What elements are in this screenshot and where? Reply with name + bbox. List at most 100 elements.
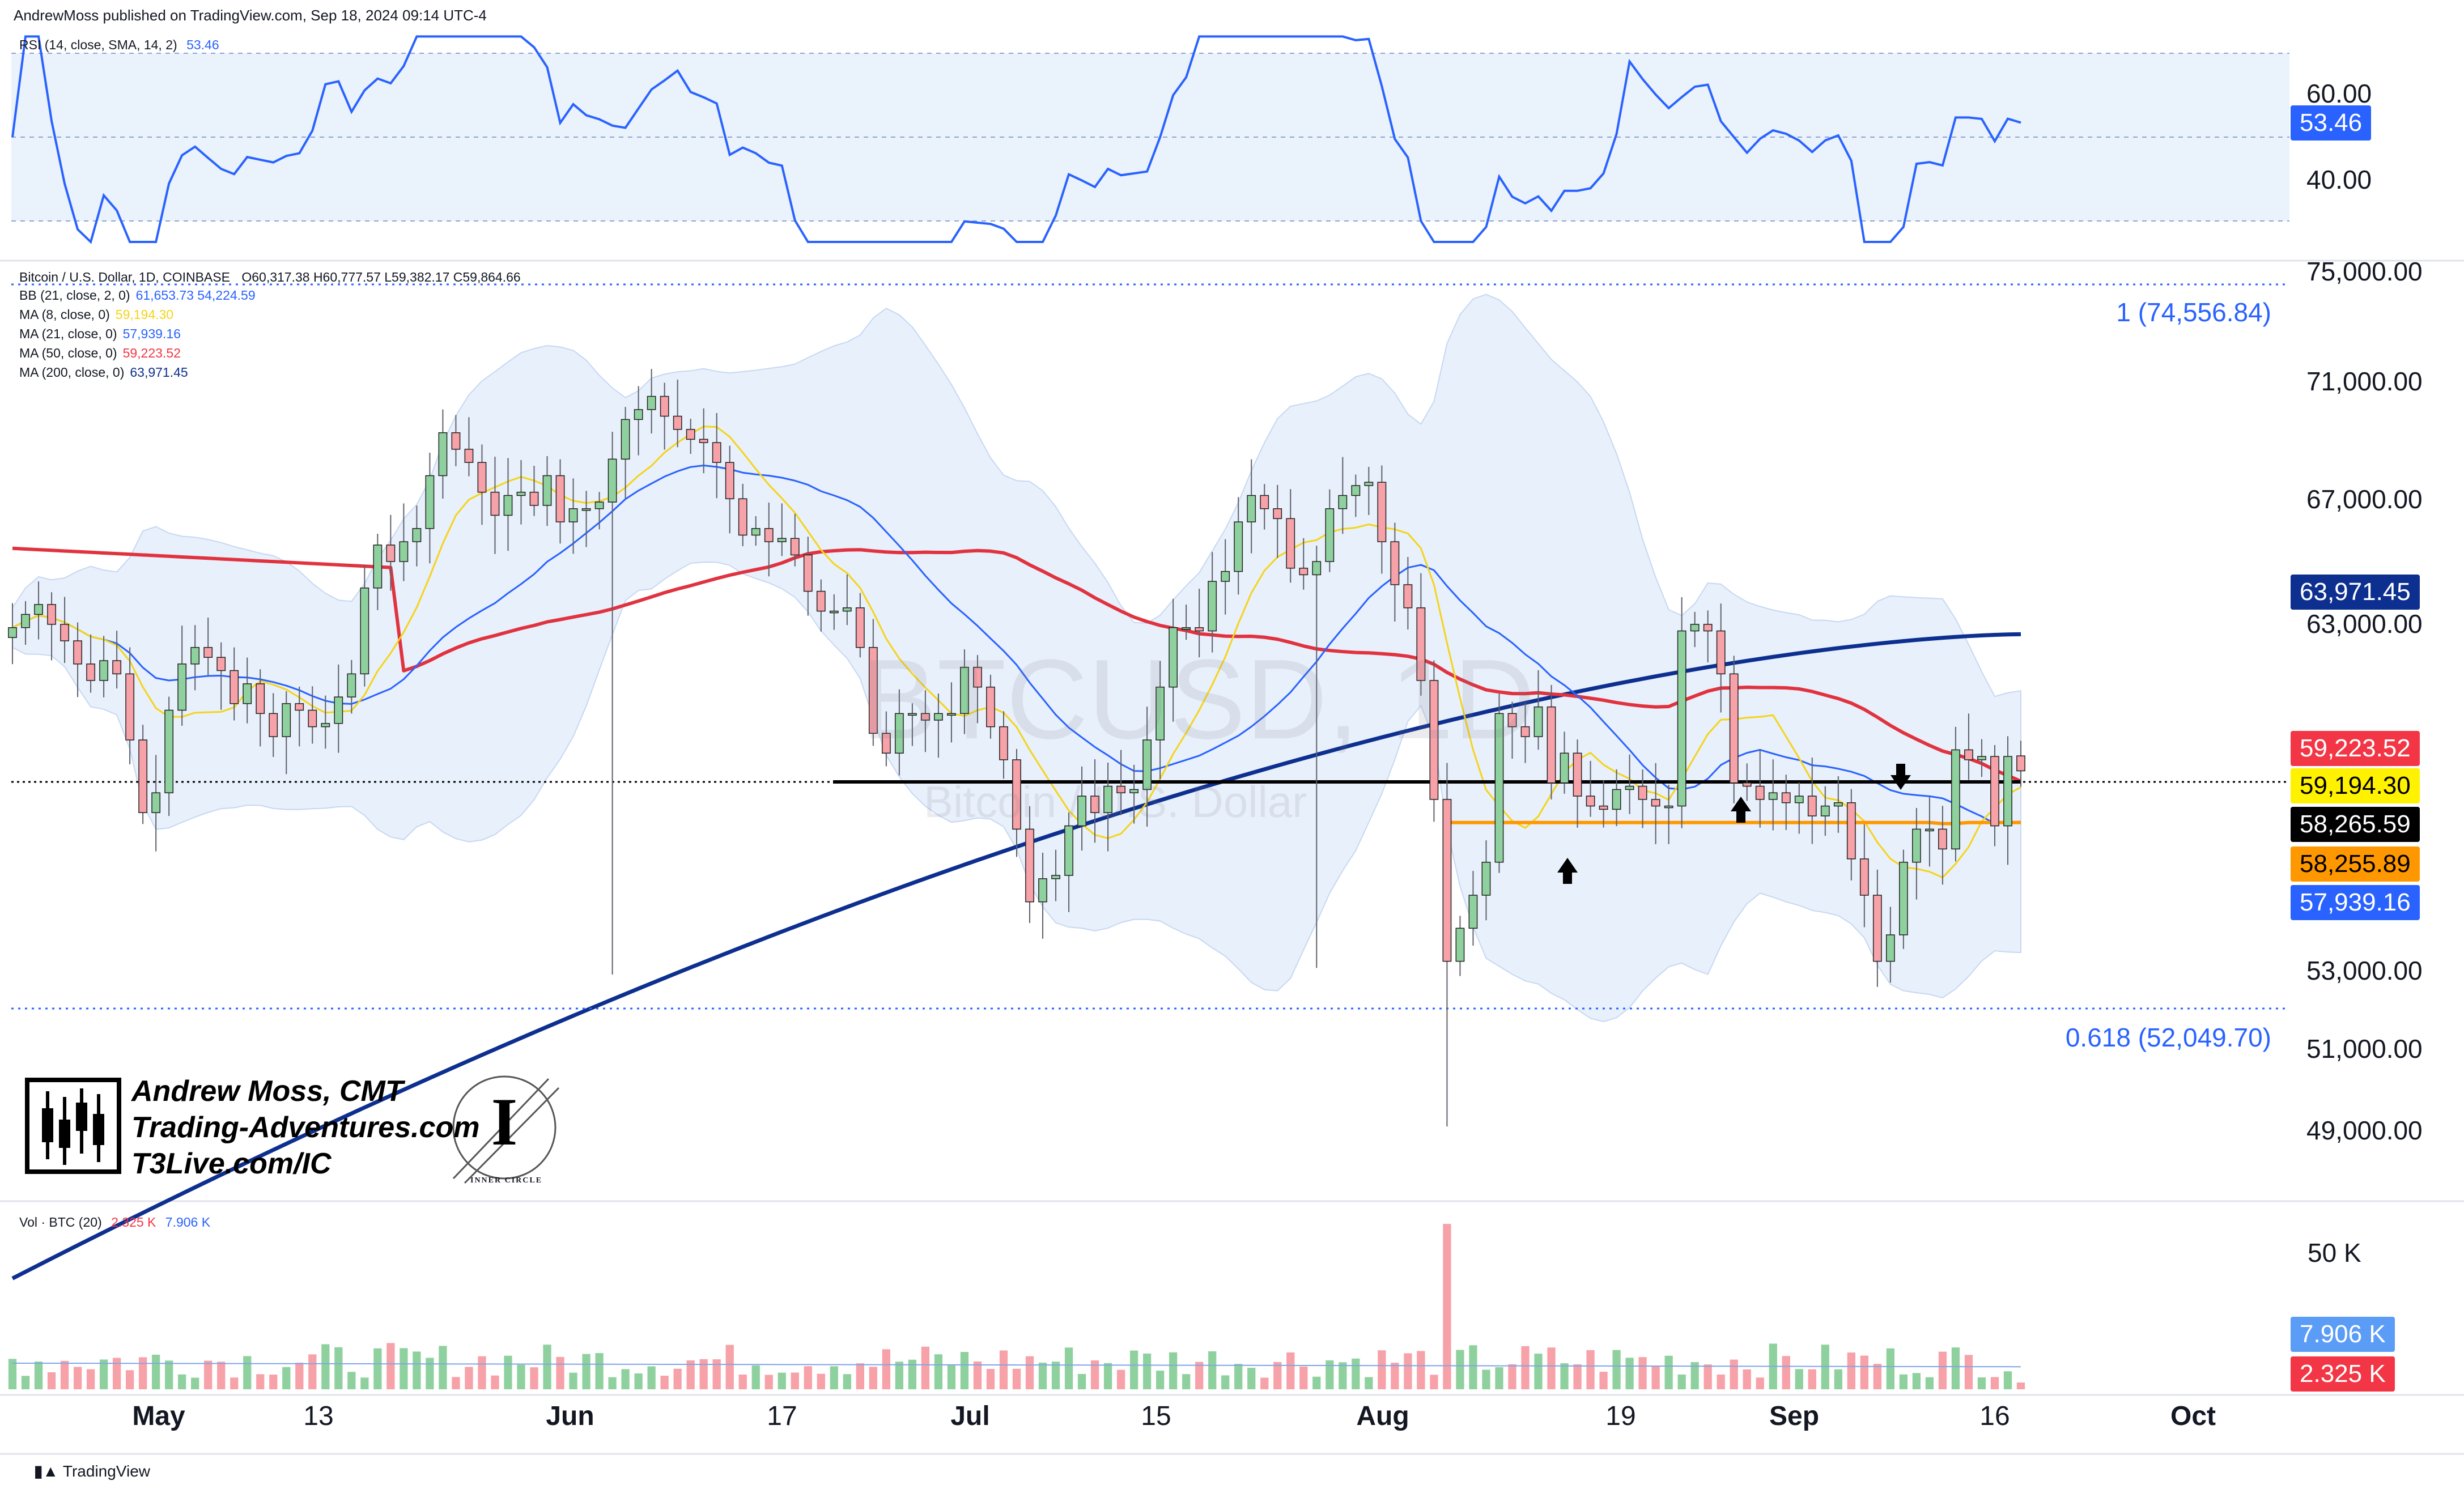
- candle: [1794, 782, 1804, 834]
- candle-body: [2003, 756, 2012, 827]
- candle: [1390, 522, 1400, 622]
- candle: [125, 647, 135, 765]
- volume-bar: [1690, 1362, 1699, 1389]
- candle: [660, 382, 669, 450]
- candle-body: [1260, 495, 1269, 509]
- candle-body: [921, 713, 930, 721]
- candle-body: [1286, 518, 1295, 569]
- tradingview-brand: TradingView: [62, 1462, 150, 1480]
- volume-legend-blue: 7.906 K: [165, 1215, 211, 1230]
- candle-body: [164, 709, 174, 794]
- volume-bar: [2016, 1382, 2025, 1389]
- candle: [203, 617, 213, 676]
- rsi-legend-label: RSI (14, close, SMA, 14, 2): [19, 37, 177, 52]
- volume-bar: [1795, 1369, 1803, 1389]
- price-axis-label: 75,000.00: [2306, 257, 2423, 286]
- candle: [568, 478, 578, 554]
- indicator-legend-label: MA (200, close, 0): [19, 365, 125, 380]
- indicator-legend: MA (200, close, 0) 63,971.45: [19, 365, 188, 380]
- candle-body: [516, 491, 526, 496]
- volume-bar: [230, 1377, 239, 1389]
- candle: [1703, 610, 1713, 663]
- tradingview-footer[interactable]: ▮▲ TradingView: [34, 1462, 150, 1481]
- candle: [1573, 739, 1582, 828]
- candle: [908, 703, 917, 746]
- candle-body: [1547, 706, 1556, 784]
- volume-bar: [165, 1360, 173, 1389]
- candle-body: [1481, 861, 1491, 896]
- candle-body: [581, 508, 591, 511]
- brand-line-3: T3Live.com/IC: [131, 1147, 332, 1180]
- candle-body: [1364, 482, 1374, 486]
- candle: [1742, 763, 1752, 801]
- volume-bar: [882, 1349, 891, 1389]
- candle: [151, 755, 161, 852]
- candle-body: [816, 590, 826, 612]
- volume-bar: [1677, 1374, 1686, 1389]
- volume-bar: [1808, 1369, 1816, 1389]
- candle: [1820, 786, 1830, 836]
- candle: [230, 647, 239, 721]
- candle-body: [555, 475, 565, 522]
- volume-bar: [1495, 1367, 1503, 1389]
- rsi-legend: RSI (14, close, SMA, 14, 2) 53.46: [19, 37, 219, 53]
- candle: [1586, 760, 1595, 817]
- volume-bar: [1547, 1347, 1556, 1389]
- candle-body: [243, 683, 252, 704]
- volume-bar: [191, 1377, 199, 1389]
- price-axis-label: 71,000.00: [2306, 367, 2423, 396]
- volume-bar: [1860, 1355, 1868, 1389]
- ma200-price-box: 63,971.45: [2291, 575, 2420, 610]
- volume-bar: [34, 1362, 43, 1389]
- volume-bar: [1012, 1368, 1021, 1389]
- volume-bar: [256, 1374, 265, 1389]
- volume-bar: [895, 1362, 904, 1389]
- candle: [464, 417, 474, 477]
- volume-bar: [1664, 1355, 1673, 1389]
- price-axis-label: 63,000.00: [2306, 609, 2423, 639]
- candle: [1064, 812, 1073, 912]
- volume-bar: [1365, 1377, 1373, 1389]
- candle-body: [1573, 752, 1582, 797]
- volume-bar: [621, 1369, 630, 1389]
- candle: [1755, 748, 1765, 828]
- brand-candles-logo-icon: [25, 1078, 121, 1174]
- volume-bar: [1286, 1352, 1295, 1389]
- brand-line-1: Andrew Moss, CMT: [131, 1075, 403, 1108]
- candle: [1690, 611, 1700, 648]
- volume-bar: [1273, 1362, 1282, 1389]
- candle: [1651, 763, 1660, 844]
- candle-body: [373, 544, 383, 589]
- volume-bar: [152, 1354, 160, 1389]
- candle-body: [190, 646, 200, 665]
- volume-bar: [973, 1361, 982, 1389]
- volume-bar: [1873, 1364, 1881, 1389]
- candle: [1208, 552, 1217, 653]
- volume-bar: [1951, 1347, 1960, 1389]
- candle-body: [99, 660, 108, 681]
- candle: [1729, 656, 1739, 803]
- bollinger-band-fill: [12, 293, 2021, 1022]
- candle: [1494, 694, 1504, 873]
- volume-legend-label: Vol · BTC (20): [19, 1215, 102, 1230]
- volume-bar: [204, 1360, 213, 1389]
- ma21-price-box: 57,939.16: [2291, 885, 2420, 920]
- symbol-watermark: BTCUSD, 1D: [861, 636, 1536, 763]
- volume-bar: [1129, 1350, 1138, 1389]
- candle-body: [1025, 828, 1034, 903]
- candle: [1990, 744, 1999, 846]
- candle: [1416, 573, 1426, 696]
- candle-body: [1377, 482, 1387, 542]
- candle-body: [1299, 568, 1309, 576]
- candle-body: [712, 442, 721, 463]
- volume-bar: [1977, 1377, 1986, 1389]
- volume-bar: [999, 1350, 1008, 1389]
- candle: [621, 407, 630, 499]
- candle-body: [1468, 895, 1478, 929]
- candle-body: [660, 395, 669, 417]
- candle-body: [673, 415, 682, 430]
- candle: [47, 592, 56, 661]
- volume-axis-label: 50 K: [2308, 1238, 2361, 1267]
- candle-body: [412, 528, 422, 542]
